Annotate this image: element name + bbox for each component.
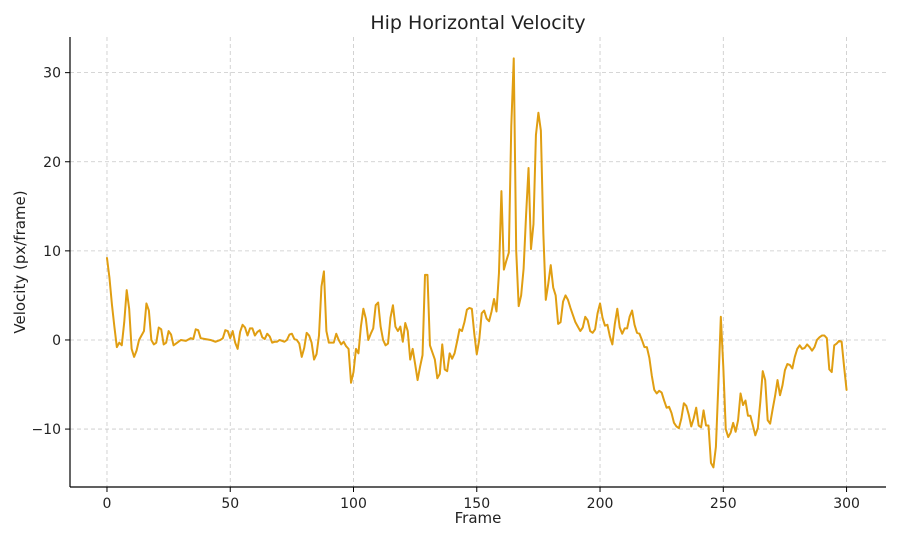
y-tick-label: 10 — [43, 244, 61, 260]
y-tick-label: 20 — [43, 155, 61, 171]
x-tick-label: 0 — [103, 496, 112, 512]
series-line — [105, 57, 848, 469]
x-tick-label: 200 — [587, 496, 614, 512]
series-layer — [105, 57, 848, 469]
chart-title: Hip Horizontal Velocity — [370, 12, 585, 34]
x-tick-label: 50 — [221, 496, 239, 512]
grid-layer — [70, 37, 886, 487]
y-axis-label: Velocity (px/frame) — [11, 190, 29, 333]
y-tick-label: 30 — [43, 66, 61, 82]
x-tick-layer: 0 50 100 150 200 250 300 — [103, 487, 860, 512]
y-tick-label: 0 — [52, 333, 61, 349]
x-tick-label: 300 — [833, 496, 860, 512]
x-axis-label: Frame — [455, 509, 502, 527]
x-tick-label: 250 — [710, 496, 737, 512]
x-tick-label: 150 — [463, 496, 490, 512]
y-tick-layer: −10 0 10 20 30 — [31, 66, 70, 438]
y-tick-label: −10 — [31, 422, 61, 438]
x-tick-label: 100 — [340, 496, 367, 512]
